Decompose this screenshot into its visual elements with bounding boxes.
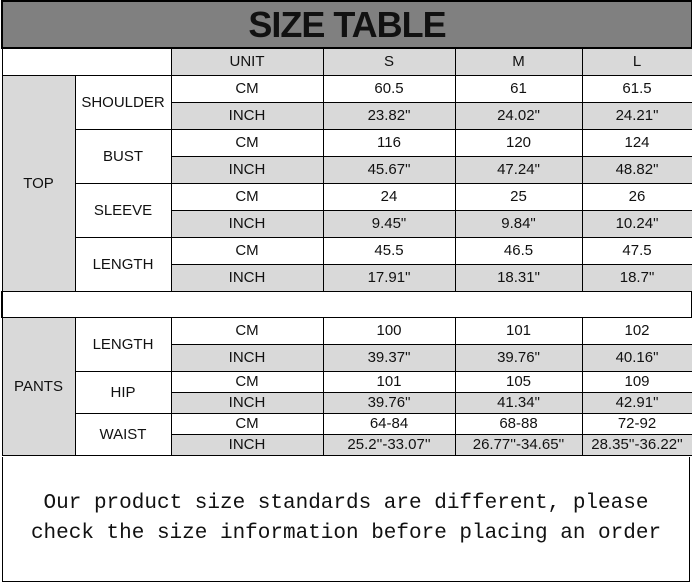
value-cell: 18.31"	[454, 263, 583, 292]
note-line-1: Our product size standards are different…	[43, 492, 649, 515]
unit-cell: INCH	[170, 433, 324, 456]
unit-cell: CM	[170, 182, 324, 211]
value-cell: 64-84	[322, 412, 456, 435]
header-size-l: L	[581, 47, 692, 76]
unit-cell: CM	[170, 236, 324, 265]
value-cell: 39.76"	[454, 343, 583, 372]
note-line-2: check the size information before placin…	[30, 522, 662, 545]
value-cell: 45.5	[322, 236, 456, 265]
value-cell: 68-88	[454, 412, 583, 435]
measure-label: HIP	[74, 370, 172, 414]
table-row: PANTS LENGTH CM 100 101 102	[1, 316, 692, 456]
value-cell: 124	[581, 128, 692, 157]
value-cell: 26.77''-34.65''	[454, 433, 583, 456]
table-row: TOP SHOULDER CM 60.5 61 61.5	[1, 74, 692, 292]
value-cell: 105	[454, 370, 583, 393]
unit-cell: INCH	[170, 155, 324, 184]
size-table: SIZE TABLE UNIT S M L TOP SHOULDER CM 60.5 6…	[0, 0, 692, 456]
table-row: BUST CM 116 120 124	[2, 128, 692, 184]
value-cell: 23.82"	[322, 101, 456, 130]
value-cell: 17.91"	[322, 263, 456, 292]
value-cell: 61.5	[581, 74, 692, 103]
table-title: SIZE TABLE	[0, 0, 692, 49]
value-cell: 9.84"	[454, 209, 583, 238]
unit-cell: INCH	[170, 263, 324, 292]
value-cell: 120	[454, 128, 583, 157]
measure-label: BUST	[74, 128, 172, 184]
table-row: INCH 9.45" 9.84" 10.24"	[2, 209, 692, 238]
header-unit: UNIT	[170, 47, 324, 76]
measure-label: SHOULDER	[74, 74, 172, 130]
table-row: INCH 45.67" 47.24" 48.82"	[2, 155, 692, 184]
measure-label: LENGTH	[74, 236, 172, 292]
value-cell: 46.5	[454, 236, 583, 265]
value-cell: 47.24"	[454, 155, 583, 184]
section-label: PANTS	[1, 316, 76, 456]
value-cell: 25	[454, 182, 583, 211]
table-row: SLEEVE CM 24 25 26	[2, 182, 692, 238]
value-cell: 47.5	[581, 236, 692, 265]
value-cell: 60.5	[322, 74, 456, 103]
measure-label: WAIST	[74, 412, 172, 456]
unit-cell: INCH	[170, 101, 324, 130]
value-cell: 42.91"	[581, 391, 692, 414]
value-cell: 25.2''-33.07''	[322, 433, 456, 456]
value-cell: 9.45"	[322, 209, 456, 238]
unit-cell: CM	[170, 412, 324, 435]
value-cell: 109	[581, 370, 692, 393]
unit-cell: CM	[170, 370, 324, 393]
value-cell: 24	[322, 182, 456, 211]
section-label: TOP	[1, 74, 76, 292]
value-cell: 10.24"	[581, 209, 692, 238]
value-cell: 100	[322, 316, 456, 345]
measure-label: SLEEVE	[74, 182, 172, 238]
value-cell: 101	[322, 370, 456, 393]
value-cell: 45.67"	[322, 155, 456, 184]
value-cell: 39.76"	[322, 391, 456, 414]
header-row: UNIT S M L	[1, 47, 692, 76]
unit-cell: INCH	[170, 209, 324, 238]
unit-cell: CM	[170, 128, 324, 157]
value-cell: 18.7"	[581, 263, 692, 292]
unit-cell: CM	[170, 74, 324, 103]
header-blank	[1, 47, 172, 76]
table-row: INCH 23.82" 24.02" 24.21"	[2, 101, 692, 130]
value-cell: 102	[581, 316, 692, 345]
value-cell: 116	[322, 128, 456, 157]
spacer-row	[0, 290, 692, 318]
value-cell: 24.02"	[454, 101, 583, 130]
value-cell: 24.21"	[581, 101, 692, 130]
value-cell: 101	[454, 316, 583, 345]
table-row: LENGTH CM 45.5 46.5 47.5	[2, 236, 692, 292]
value-cell: 41.34"	[454, 391, 583, 414]
header-size-m: M	[454, 47, 583, 76]
table-row: HIP CM 101 105 109	[2, 370, 692, 414]
table-row: INCH 17.91" 18.31" 18.7"	[2, 263, 692, 292]
measure-label: LENGTH	[74, 316, 172, 372]
value-cell: 28.35''-36.22''	[581, 433, 692, 456]
table-row: WAIST CM 64-84 68-88 72-92	[2, 412, 692, 456]
value-cell: 48.82"	[581, 155, 692, 184]
header-size-s: S	[322, 47, 456, 76]
size-note: Our product size standards are different…	[2, 457, 690, 582]
value-cell: 26	[581, 182, 692, 211]
table-row: INCH 39.76" 41.34" 42.91"	[2, 391, 692, 414]
unit-cell: INCH	[170, 391, 324, 414]
value-cell: 39.37"	[322, 343, 456, 372]
value-cell: 40.16"	[581, 343, 692, 372]
spacer-cell	[0, 290, 692, 318]
unit-cell: INCH	[170, 343, 324, 372]
value-cell: 72-92	[581, 412, 692, 435]
value-cell: 61	[454, 74, 583, 103]
table-row: INCH 25.2''-33.07'' 26.77''-34.65'' 28.35''…	[2, 433, 692, 456]
unit-cell: CM	[170, 316, 324, 345]
